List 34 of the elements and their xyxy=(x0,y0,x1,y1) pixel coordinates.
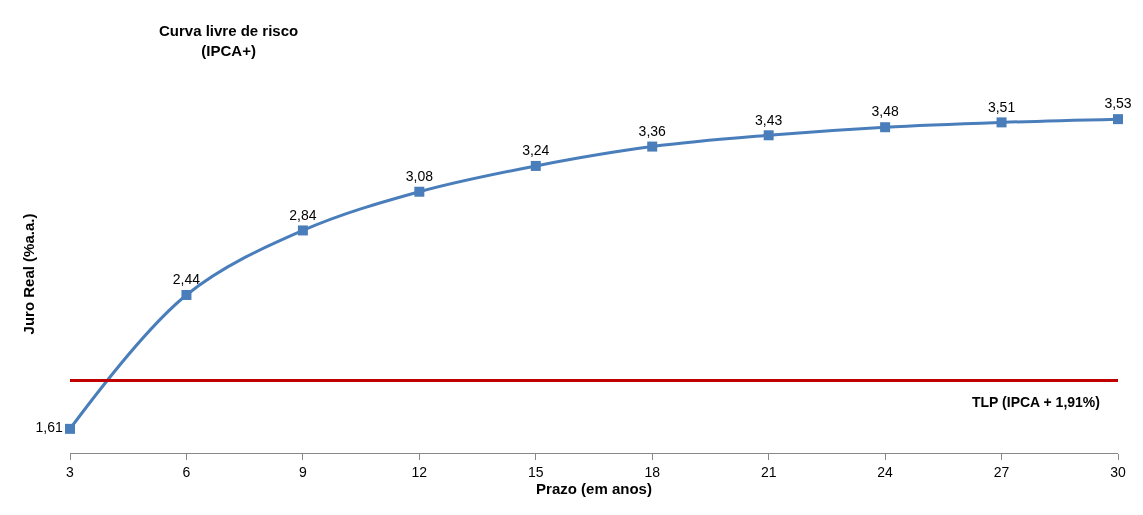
data-label: 3,53 xyxy=(1104,95,1132,112)
x-tick-label: 30 xyxy=(1110,463,1126,480)
point xyxy=(763,130,774,141)
point xyxy=(181,289,192,300)
point xyxy=(414,186,425,197)
x-axis-title: Prazo (em anos) xyxy=(536,479,652,497)
data-label: 2,84 xyxy=(289,206,317,223)
x-tick-label: 24 xyxy=(877,463,894,480)
chart-title: Curva livre de risco (IPCA+) xyxy=(158,22,299,59)
point xyxy=(996,117,1007,128)
x-tick-label: 18 xyxy=(644,463,661,480)
x-tick-label: 9 xyxy=(298,463,307,480)
point xyxy=(530,160,541,171)
data-label: 3,43 xyxy=(755,111,783,128)
x-tick-label: 12 xyxy=(411,463,428,480)
data-label: 1,61 xyxy=(35,419,63,436)
data-label: 3,48 xyxy=(871,103,899,120)
data-label: 3,51 xyxy=(987,98,1016,115)
data-label: 3,08 xyxy=(405,167,434,184)
y-axis-title: Juro Real (%a.a.) xyxy=(20,213,38,335)
x-tick-label: 15 xyxy=(527,463,544,480)
x-tick-label: 6 xyxy=(182,463,191,480)
data-label: 2,44 xyxy=(172,271,201,288)
data-label: 3,36 xyxy=(638,122,667,139)
point xyxy=(880,122,891,133)
point xyxy=(65,423,75,434)
point xyxy=(297,225,308,236)
data-label: 3,24 xyxy=(522,142,550,159)
x-tick-label: 3 xyxy=(66,463,75,480)
ref-line-label: TLP (IPCA + 1,91%) xyxy=(972,394,1100,410)
x-tick-label: 27 xyxy=(993,463,1010,480)
point xyxy=(1113,114,1123,125)
point xyxy=(647,141,658,152)
x-tick-label: 21 xyxy=(760,463,777,480)
